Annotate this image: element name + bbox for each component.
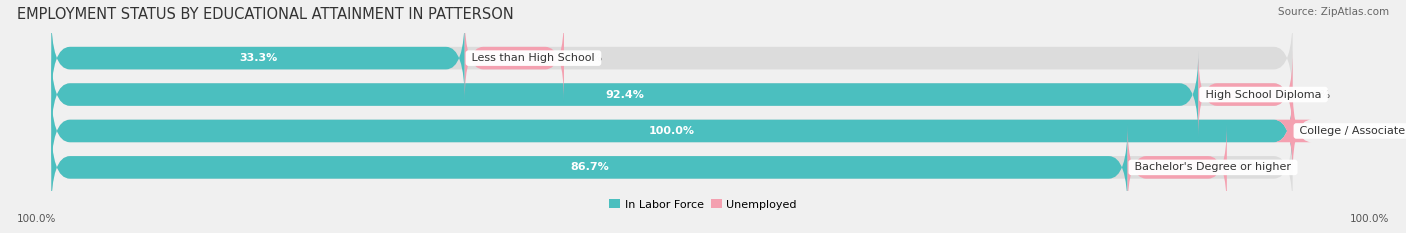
Text: 100.0%: 100.0%: [1350, 214, 1389, 224]
Text: 86.7%: 86.7%: [569, 162, 609, 172]
FancyBboxPatch shape: [1128, 124, 1227, 211]
Text: 92.4%: 92.4%: [606, 89, 644, 99]
FancyBboxPatch shape: [51, 51, 1198, 138]
FancyBboxPatch shape: [51, 88, 1292, 174]
FancyBboxPatch shape: [464, 15, 564, 101]
Text: 100.0%: 100.0%: [17, 214, 56, 224]
Text: 0.0%: 0.0%: [1237, 162, 1265, 172]
Legend: In Labor Force, Unemployed: In Labor Force, Unemployed: [605, 195, 801, 214]
FancyBboxPatch shape: [51, 15, 464, 101]
Text: 33.3%: 33.3%: [239, 53, 277, 63]
Text: Source: ZipAtlas.com: Source: ZipAtlas.com: [1278, 7, 1389, 17]
Text: Less than High School: Less than High School: [468, 53, 599, 63]
Text: Bachelor's Degree or higher: Bachelor's Degree or higher: [1132, 162, 1295, 172]
Text: 100.0%: 100.0%: [650, 126, 695, 136]
FancyBboxPatch shape: [51, 88, 1292, 174]
Text: College / Associate Degree: College / Associate Degree: [1296, 126, 1406, 136]
FancyBboxPatch shape: [1198, 51, 1292, 138]
FancyBboxPatch shape: [51, 124, 1292, 211]
Text: EMPLOYMENT STATUS BY EDUCATIONAL ATTAINMENT IN PATTERSON: EMPLOYMENT STATUS BY EDUCATIONAL ATTAINM…: [17, 7, 513, 22]
Text: 0.0%: 0.0%: [574, 53, 602, 63]
FancyBboxPatch shape: [51, 51, 1292, 138]
FancyBboxPatch shape: [1274, 88, 1312, 174]
Text: High School Diploma: High School Diploma: [1202, 89, 1324, 99]
Text: 0.0%: 0.0%: [1302, 89, 1331, 99]
Text: 0.0%: 0.0%: [1302, 126, 1331, 136]
FancyBboxPatch shape: [51, 124, 1128, 211]
FancyBboxPatch shape: [51, 15, 1292, 101]
